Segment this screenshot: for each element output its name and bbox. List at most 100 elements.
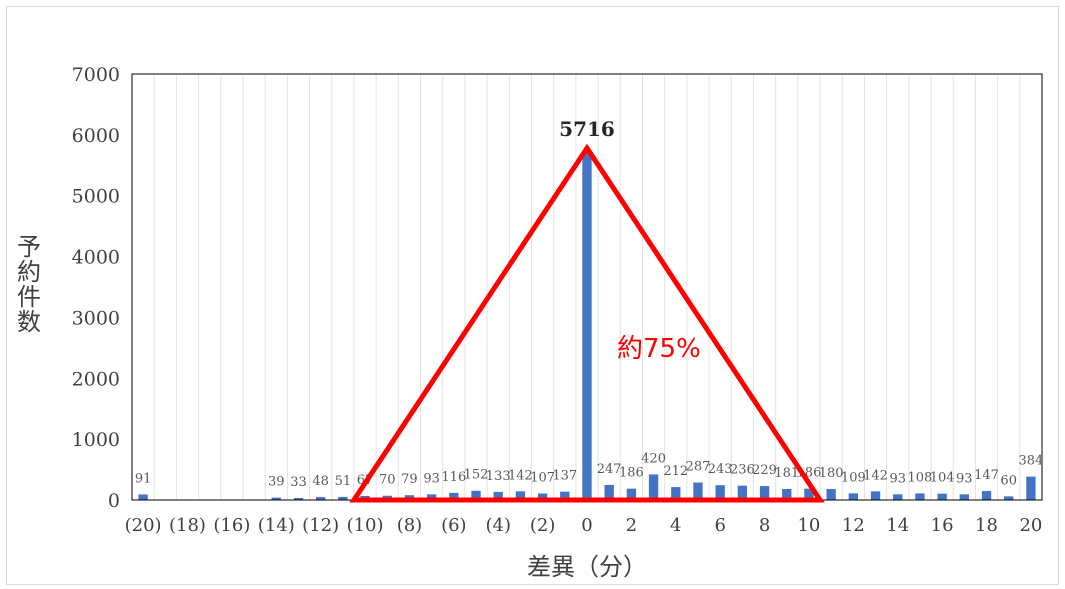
bar — [848, 493, 859, 500]
data-label: 116 — [441, 470, 466, 485]
data-label: 93 — [423, 471, 440, 486]
bar — [671, 487, 681, 500]
bar — [981, 491, 992, 500]
data-label: 212 — [663, 464, 688, 479]
bar — [426, 494, 437, 500]
y-tick-label: 5000 — [72, 186, 120, 208]
bar — [826, 489, 836, 500]
annotation-label: 約75% — [617, 334, 701, 364]
bar — [870, 491, 881, 500]
x-tick-label: (10) — [347, 515, 384, 536]
bar — [937, 493, 947, 500]
data-label: 108 — [908, 470, 933, 485]
bar-chart: 0 1000 2000 3000 4000 5000 6000 7000 (20) (18) (1… — [17, 64, 1043, 581]
data-label: 247 — [597, 462, 622, 477]
data-label: 70 — [379, 473, 396, 488]
data-label: 79 — [401, 472, 418, 487]
bar — [804, 488, 814, 500]
data-label: 5716 — [559, 117, 615, 141]
bar — [138, 494, 148, 500]
bar — [604, 484, 614, 500]
y-axis-title-char: 予 — [17, 233, 41, 261]
data-label: 93 — [956, 471, 973, 486]
x-tick-label: 20 — [1019, 515, 1042, 536]
x-tick-label: 6 — [714, 515, 725, 536]
data-label: 142 — [863, 468, 888, 483]
data-label: 229 — [752, 463, 777, 478]
bar — [1026, 476, 1036, 500]
y-tick-label: 1000 — [72, 429, 120, 451]
x-tick-label: (18) — [169, 515, 206, 536]
data-label: 142 — [508, 468, 533, 483]
bar — [493, 491, 503, 500]
x-tick-label: 18 — [975, 515, 998, 536]
data-label: 133 — [486, 469, 511, 484]
x-axis-title: 差異（分） — [527, 553, 647, 581]
data-label: 152 — [464, 468, 489, 483]
x-tick-label: 0 — [581, 515, 592, 536]
x-tick-labels: (20) (18) (16) (14) (12) (10) (8) (6) (4) (2) 0 2 4 6… — [125, 515, 1043, 536]
data-label: 109 — [841, 470, 866, 485]
bar — [782, 488, 792, 500]
data-label: 137 — [552, 469, 577, 484]
data-label: 91 — [135, 471, 152, 486]
y-axis-title-char: 約 — [17, 258, 41, 286]
x-tick-label: (12) — [302, 515, 339, 536]
data-label: 60 — [1000, 473, 1017, 488]
data-label: 180 — [819, 466, 844, 481]
x-tick-label: (6) — [441, 515, 467, 536]
bar — [293, 497, 304, 500]
bar — [338, 496, 348, 500]
data-label: 39 — [268, 475, 285, 490]
data-label: 181 — [774, 466, 799, 481]
data-label: 107 — [530, 470, 555, 485]
bar — [582, 152, 592, 500]
bars — [138, 152, 1036, 500]
data-label: 384 — [1018, 454, 1043, 469]
x-tick-label: 16 — [931, 515, 954, 536]
x-tick-label: 2 — [626, 515, 637, 536]
y-axis-title: 予約件数 — [17, 233, 41, 336]
y-tick-label: 3000 — [72, 307, 120, 329]
y-axis-title-char: 数 — [17, 308, 41, 336]
x-tick-label: 14 — [886, 515, 909, 536]
data-label: 147 — [974, 468, 999, 483]
bar — [271, 497, 281, 500]
triangle-annotation — [349, 143, 825, 503]
bar — [315, 497, 326, 500]
bar — [537, 493, 548, 500]
bar — [737, 485, 748, 500]
bar — [560, 491, 570, 500]
gridlines — [131, 74, 1043, 500]
bar — [515, 491, 526, 500]
x-tick-label: (14) — [258, 515, 295, 536]
y-tick-labels: 0 1000 2000 3000 4000 5000 6000 7000 — [72, 64, 120, 512]
data-label: 243 — [708, 462, 733, 477]
data-label: 48 — [312, 474, 329, 489]
data-label: 236 — [730, 463, 755, 478]
y-tick-label: 0 — [108, 490, 120, 512]
bar — [1004, 496, 1014, 500]
bar — [759, 486, 770, 500]
data-label: 186 — [619, 466, 644, 481]
bar — [915, 493, 925, 500]
data-label: 93 — [889, 471, 906, 486]
x-tick-label: 10 — [797, 515, 820, 536]
chart-frame: 0 1000 2000 3000 4000 5000 6000 7000 (20) (18) (1… — [6, 6, 1059, 585]
bar — [959, 494, 969, 500]
y-tick-label: 2000 — [72, 368, 120, 390]
y-tick-label: 6000 — [72, 125, 120, 147]
bar — [449, 492, 459, 500]
data-label: 51 — [335, 474, 352, 489]
bar — [715, 485, 725, 500]
bar — [693, 482, 703, 500]
data-label: 287 — [686, 460, 711, 475]
x-tick-label: (20) — [125, 515, 162, 536]
y-tick-label: 4000 — [72, 247, 120, 269]
y-tick-label: 7000 — [72, 64, 120, 86]
x-tick-label: 12 — [842, 515, 865, 536]
bar — [471, 490, 481, 500]
x-tick-label: (2) — [530, 515, 556, 536]
bar — [893, 494, 903, 500]
bar — [648, 474, 659, 500]
